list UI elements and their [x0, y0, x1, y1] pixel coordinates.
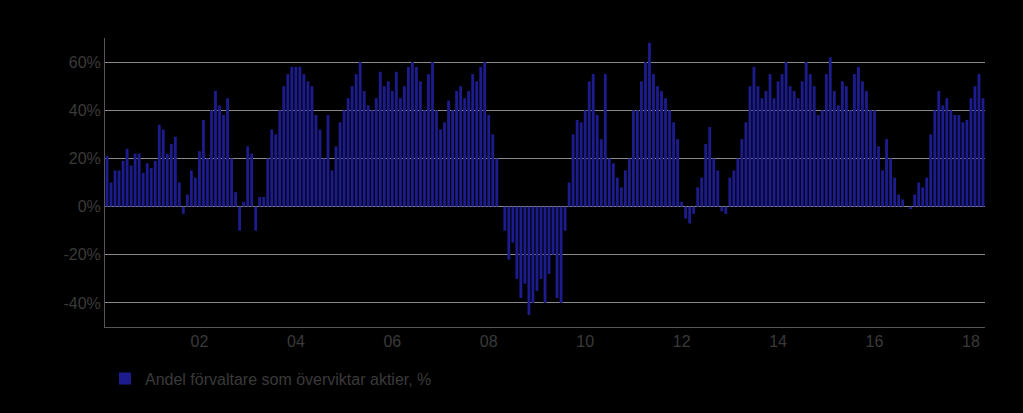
svg-text:-40%: -40%: [63, 295, 100, 312]
svg-text:-20%: -20%: [63, 246, 100, 263]
svg-text:0%: 0%: [78, 198, 101, 215]
svg-text:12: 12: [673, 333, 691, 350]
svg-text:04: 04: [287, 333, 305, 350]
svg-text:10: 10: [576, 333, 594, 350]
svg-text:20%: 20%: [69, 150, 101, 167]
svg-text:Andel förvaltare som övervikta: Andel förvaltare som överviktar aktier, …: [145, 371, 431, 388]
svg-text:16: 16: [866, 333, 884, 350]
svg-text:18: 18: [962, 333, 980, 350]
svg-text:06: 06: [383, 333, 401, 350]
svg-text:40%: 40%: [69, 102, 101, 119]
svg-text:08: 08: [480, 333, 498, 350]
svg-text:02: 02: [191, 333, 209, 350]
svg-text:14: 14: [769, 333, 787, 350]
svg-text:60%: 60%: [69, 54, 101, 71]
